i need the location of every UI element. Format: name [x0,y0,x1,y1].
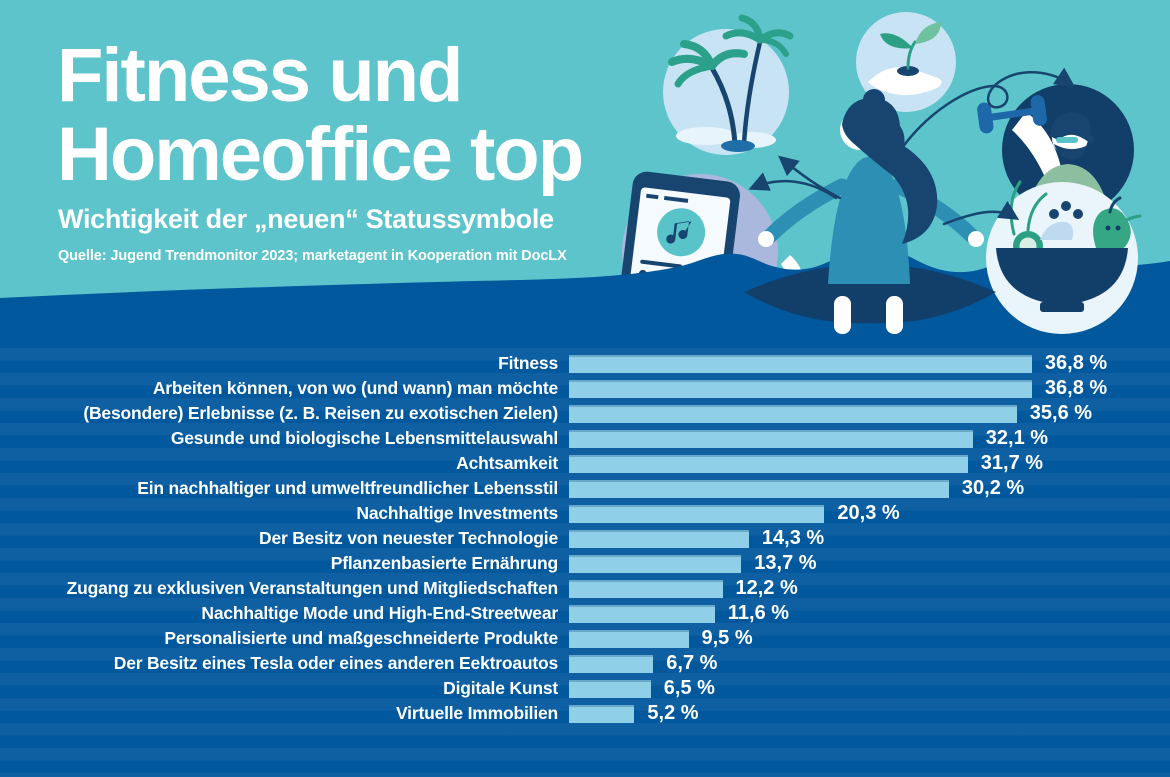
bar [569,454,968,473]
bar [569,554,742,573]
bar-row: Zugang zu exklusiven Veranstaltungen und… [0,576,1170,601]
bar-value: 31,7 % [980,452,1044,474]
bar-value: 36,8 % [1044,352,1108,374]
bar [569,529,749,548]
bar-row: Pflanzenbasierte Ernährung 13,7 % [0,551,1170,576]
bar-value: 6,7 % [666,652,718,674]
page-title: Fitness und Homeoffice top [57,33,584,198]
bar-row: Ein nachhaltiger und umweltfreundlicher … [0,476,1170,501]
bar-value: 20,3 % [837,502,900,524]
bar-row: Der Besitz eines Tesla oder eines andere… [0,651,1170,676]
bar-value: 11,6 % [727,602,790,624]
bar-row: (Besondere) Erlebnisse (z. B. Reisen zu … [0,401,1170,426]
meditating-person-illustration [744,89,996,334]
bar-label: Ein nachhaltiger und umweltfreundlicher … [137,478,558,498]
bar [569,654,654,673]
bar-value: 30,2 % [961,477,1025,499]
header-illustration [0,12,1170,350]
bar-label: Virtuelle Immobilien [396,703,558,723]
travel-palm-icon [663,14,794,155]
bar-label: Personalisierte und maßgeschneiderte Pro… [164,628,558,648]
bar-value: 36,8 % [1044,377,1108,399]
title-line-1: Fitness und [57,33,463,118]
subtitle: Wichtigkeit der „neuen“ Statussymbole [58,204,554,234]
header: Fitness und Homeoffice top Wichtigkeit d… [0,0,1170,350]
bar-value: 5,2 % [647,702,699,724]
bar-label: Arbeiten können, von wo (und wann) man m… [152,378,558,398]
bar-label: Gesunde und biologische Lebensmittelausw… [170,428,558,448]
bar-row: Nachhaltige Mode und High-End-Streetwear… [0,601,1170,626]
bar-value: 35,6 % [1029,402,1093,424]
bar [569,579,723,598]
bar-label: Pflanzenbasierte Ernährung [330,553,558,573]
healthy-food-bowl-icon [986,180,1142,334]
bar-row: Nachhaltige Investments 20,3 % [0,501,1170,526]
bar [569,629,689,648]
bar-row: Arbeiten können, von wo (und wann) man m… [0,376,1170,401]
bar [569,604,715,623]
source-note: Quelle: Jugend Trendmonitor 2023; market… [58,248,567,264]
bar-label: Fitness [498,353,558,373]
bar-row: Gesunde und biologische Lebensmittelausw… [0,426,1170,451]
bar-label: Der Besitz von neuester Technologie [259,528,558,548]
bar [569,704,635,723]
bar-label: Achtsamkeit [456,453,558,473]
bar-value: 14,3 % [761,527,825,549]
connector-arrows [748,67,1076,226]
bar-label: Digitale Kunst [443,678,558,698]
bar-row: Personalisierte und maßgeschneiderte Pro… [0,626,1170,651]
bar-value: 13,7 % [754,552,817,574]
bar-value: 6,5 % [663,677,715,699]
bar-row: Digitale Kunst 6,5 % [0,676,1170,701]
bar-row: Fitness 36,8 % [0,351,1170,376]
bar-label: (Besondere) Erlebnisse (z. B. Reisen zu … [83,403,558,423]
bar [569,429,973,448]
bar-label: Nachhaltige Mode und High-End-Streetwear [201,603,558,623]
bar-value: 32,1 % [985,427,1049,449]
bar-value: 12,2 % [735,577,798,599]
bar-value: 9,5 % [701,627,753,649]
bar [569,479,949,498]
bar [569,504,825,523]
bar [569,354,1032,373]
bar-row: Der Besitz von neuester Technologie 14,3 … [0,526,1170,551]
bar-row: Achtsamkeit 31,7 % [0,451,1170,476]
bar-label: Nachhaltige Investments [356,503,558,523]
bar [569,379,1032,398]
bar [569,679,651,698]
bar-label: Der Besitz eines Tesla oder eines andere… [113,653,558,673]
bar-row: Virtuelle Immobilien 5,2 % [0,701,1170,726]
bar-label: Zugang zu exklusiven Veranstaltungen und… [66,578,559,598]
title-line-2: Homeoffice top [57,112,584,198]
bar-chart: Fitness 36,8 % Arbeiten können, von wo (un… [0,348,1170,777]
sustainability-plant-icon [856,12,956,112]
bar [569,404,1017,423]
